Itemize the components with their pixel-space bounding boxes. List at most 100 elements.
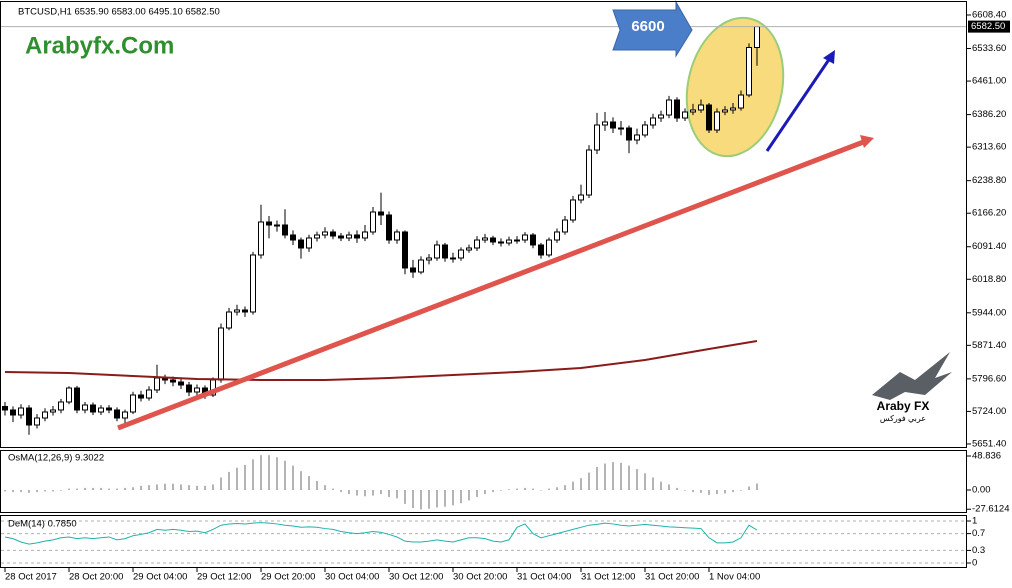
- osma-bar: [324, 485, 326, 490]
- candle-body: [138, 394, 144, 399]
- candle-body: [322, 231, 328, 236]
- osma-bar: [524, 487, 526, 490]
- candle-body: [530, 234, 536, 246]
- osma-bar: [116, 488, 118, 490]
- osma-bar: [348, 489, 350, 495]
- osma-bar: [20, 489, 22, 493]
- osma-bar: [396, 489, 398, 499]
- osma-bar: [172, 483, 174, 490]
- candle-body: [194, 387, 200, 393]
- osma-bar: [124, 487, 126, 490]
- candle-body: [522, 234, 528, 241]
- osma-bar: [612, 462, 614, 490]
- osma-bar: [292, 465, 294, 490]
- panel-title: OsMA(12,26,9) 9.3022: [8, 453, 104, 464]
- osma-bar: [428, 489, 430, 509]
- osma-bar: [156, 484, 158, 490]
- candle-body: [290, 234, 296, 241]
- osma-bar: [228, 471, 230, 490]
- candle-body: [330, 231, 336, 237]
- candle-body: [258, 221, 264, 256]
- candle-body: [34, 417, 40, 426]
- osma-bar: [732, 489, 734, 493]
- candle-body: [130, 394, 136, 413]
- candle-body: [2, 405, 8, 411]
- candle-body: [314, 234, 320, 239]
- candle-body: [410, 267, 416, 273]
- x-tick-label: 29 Oct 12:00: [197, 572, 251, 583]
- x-tick-label: 30 Oct 12:00: [389, 572, 443, 583]
- candle-body: [10, 409, 16, 416]
- osma-bar: [484, 489, 486, 495]
- osma-bar: [748, 486, 750, 490]
- candle-body: [274, 224, 280, 227]
- logo: Araby FX عربي فوركس: [860, 352, 955, 426]
- candle-body: [146, 389, 152, 399]
- osma-bar: [284, 460, 286, 490]
- osma-bar: [196, 485, 198, 490]
- candle-body: [266, 221, 272, 226]
- osma-bar: [84, 487, 86, 490]
- candle-body: [754, 26, 760, 48]
- candle-body: [674, 99, 680, 119]
- watermark: Arabyfx.Com: [25, 32, 174, 59]
- osma-bar: [548, 488, 550, 490]
- osma-bar: [28, 489, 30, 493]
- candle-body: [298, 239, 304, 249]
- osma-bar: [468, 489, 470, 501]
- y-tick-label: 48.836: [972, 451, 1001, 462]
- osma-bar: [628, 465, 630, 490]
- osma-bar: [60, 489, 62, 491]
- candle-body: [42, 411, 48, 419]
- candle-body: [698, 104, 704, 111]
- osma-bar: [644, 473, 646, 490]
- candle-body: [602, 121, 608, 126]
- candle-body: [218, 327, 224, 381]
- osma-bar: [460, 489, 462, 504]
- candle-body: [170, 379, 176, 383]
- candle-body: [634, 134, 640, 141]
- x-tick-label: 31 Oct 04:00: [517, 572, 571, 583]
- candle-body: [658, 114, 664, 119]
- x-tick-label: 28 Oct 20:00: [69, 572, 123, 583]
- candle-body: [722, 109, 728, 113]
- y-tick-label: 5796.60: [972, 373, 1006, 384]
- candle-body: [690, 109, 696, 113]
- osma-bar: [412, 489, 414, 509]
- candle-body: [58, 401, 64, 411]
- osma-bar: [556, 487, 558, 490]
- osma-bar: [276, 457, 278, 490]
- osma-bar: [300, 471, 302, 490]
- y-tick-label: 6461.00: [972, 76, 1006, 87]
- trend-arrowhead: [860, 135, 874, 148]
- price-label: 6582.50: [971, 21, 1005, 32]
- annotation-layer: 6600 Arabyfx.Com Araby FX عربي فوركس: [25, 0, 955, 431]
- osma-bar: [700, 489, 702, 493]
- logo-eagle: [872, 352, 952, 400]
- y-tick-label: 1: [972, 516, 977, 527]
- plot-layer: [0, 26, 967, 564]
- osma-bar: [420, 489, 422, 510]
- candle-body: [730, 107, 736, 111]
- osma-bar: [44, 489, 46, 492]
- candle-body: [362, 231, 368, 239]
- candle-body: [554, 231, 560, 241]
- y-tick-label: 6533.60: [972, 43, 1006, 54]
- osma-bar: [388, 489, 390, 497]
- dem-line: [4, 522, 758, 545]
- candle-body: [250, 254, 256, 313]
- osma-bar: [356, 489, 358, 496]
- osma-bar: [220, 477, 222, 490]
- osma-bar: [564, 485, 566, 490]
- trend-line: [117, 138, 867, 431]
- osma-bar: [308, 476, 310, 490]
- osma-bar: [516, 488, 518, 490]
- osma-bar: [692, 489, 694, 493]
- candle-body: [578, 194, 584, 201]
- logo-text: Araby FX: [877, 399, 930, 413]
- osma-bar: [364, 489, 366, 497]
- x-tick-label: 30 Oct 04:00: [325, 572, 379, 583]
- moving-average: [4, 340, 758, 381]
- candle-body: [650, 117, 656, 126]
